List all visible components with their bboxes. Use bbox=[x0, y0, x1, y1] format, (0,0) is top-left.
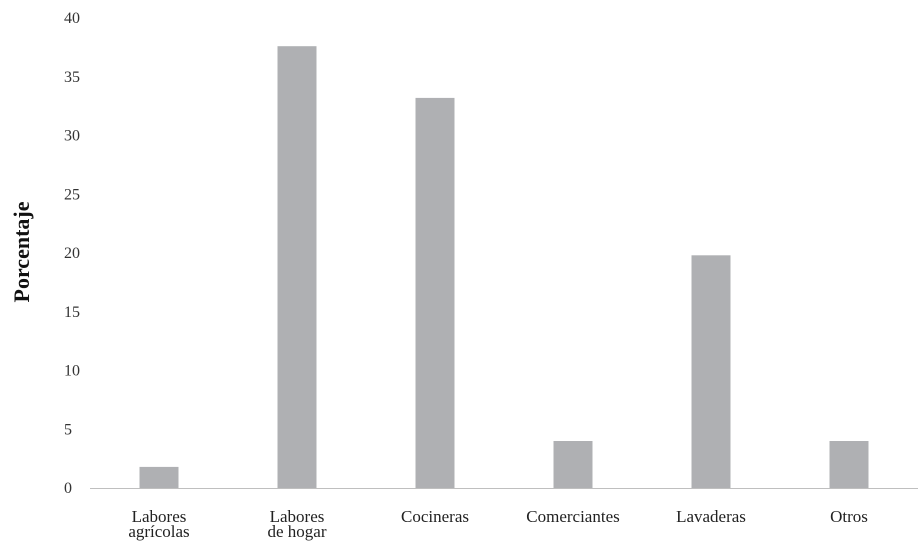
y-tick-label: 20 bbox=[64, 245, 80, 262]
x-category-label: Comerciantes bbox=[526, 507, 619, 526]
bar bbox=[139, 466, 179, 488]
y-tick-label: 0 bbox=[64, 480, 72, 497]
x-category-label: Labores agrícolas bbox=[128, 507, 189, 541]
y-tick-label: 25 bbox=[64, 186, 80, 203]
y-tick-label: 35 bbox=[64, 69, 80, 86]
y-tick-label: 10 bbox=[64, 363, 80, 380]
y-tick-label: 40 bbox=[64, 10, 80, 27]
bar bbox=[553, 441, 593, 488]
y-tick-label: 5 bbox=[64, 421, 72, 438]
bar bbox=[829, 441, 869, 488]
bar bbox=[691, 255, 731, 488]
bars bbox=[139, 46, 869, 489]
y-axis-title: Porcentaje bbox=[9, 201, 34, 302]
y-tick-label: 30 bbox=[64, 128, 80, 145]
y-tick-label: 15 bbox=[64, 304, 80, 321]
x-category-label: Cocineras bbox=[401, 507, 469, 526]
x-category-label: Otros bbox=[830, 507, 868, 526]
bar bbox=[277, 46, 317, 488]
x-category-label: Lavaderas bbox=[676, 507, 746, 526]
x-category-label: Labores de hogar bbox=[267, 507, 326, 541]
y-axis-ticks: 0 5 10 15 20 25 30 35 40 bbox=[64, 10, 80, 497]
x-axis-labels: Labores agrícolas Labores de hogar Cocineras… bbox=[128, 507, 868, 541]
bar bbox=[415, 97, 455, 489]
